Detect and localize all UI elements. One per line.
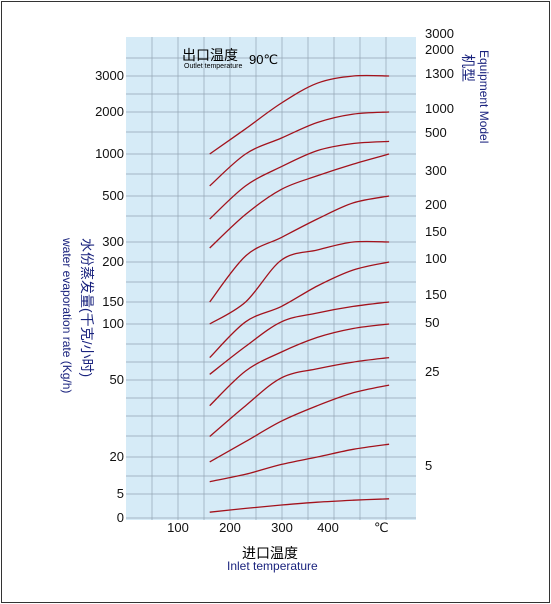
series-line-5 <box>209 498 390 513</box>
y-tick-label: 1000 <box>95 146 124 161</box>
series-label-1300: 1300 <box>425 66 454 81</box>
series-line-500 <box>209 195 390 303</box>
y-axis-label: 水份蒸发量(千克/小时) <box>79 238 95 377</box>
legend-title: 机型 <box>460 54 476 82</box>
y-tick-label: 20 <box>110 449 124 464</box>
series-line-100 <box>209 323 390 407</box>
series-line-300 <box>209 240 390 325</box>
x-tick-label: 300 <box>271 520 293 535</box>
y-tick-label: 500 <box>102 188 124 203</box>
y-tick-label: 300 <box>102 234 124 249</box>
series-label-200: 200 <box>425 197 447 212</box>
x-axis-label: 进口温度 <box>242 545 298 561</box>
series-label-150: 150 <box>425 287 447 302</box>
series-label-5: 5 <box>425 458 432 473</box>
series-label-100: 100 <box>425 251 447 266</box>
series-line-150 <box>209 301 390 375</box>
series-line-25 <box>209 443 390 483</box>
x-axis-unit: ℃ <box>374 520 389 535</box>
legend-title-en: Equipment Model <box>477 50 491 143</box>
y-tick-label: 2000 <box>95 104 124 119</box>
y-tick-label: 150 <box>102 294 124 309</box>
series-label-150: 150 <box>425 224 447 239</box>
plot-area <box>126 37 416 520</box>
y-tick-label: 100 <box>102 316 124 331</box>
y-tick-label: 50 <box>110 372 124 387</box>
y-tick-label: 5 <box>117 486 124 501</box>
series-curves <box>209 74 390 513</box>
series-label-2000: 2000 <box>425 42 454 57</box>
x-tick-label: 400 <box>317 520 339 535</box>
series-line-150 <box>209 356 390 437</box>
series-line-50 <box>209 384 390 463</box>
series-label-3000: 3000 <box>425 26 454 41</box>
x-tick-label: 200 <box>219 520 241 535</box>
series-line-1000 <box>209 153 390 249</box>
y-tick-label: 0 <box>117 510 124 525</box>
chart-title-en: Outlet temperature <box>184 63 242 70</box>
y-tick-label: 200 <box>102 254 124 269</box>
series-line-200 <box>209 261 390 359</box>
series-line-1300 <box>209 140 390 220</box>
y-tick-label: 3000 <box>95 68 124 83</box>
series-label-50: 50 <box>425 315 439 330</box>
series-label-500: 500 <box>425 125 447 140</box>
x-tick-label: 100 <box>167 520 189 535</box>
series-label-25: 25 <box>425 364 439 379</box>
chart-title: 出口温度 <box>182 47 238 63</box>
series-label-1000: 1000 <box>425 101 454 116</box>
x-tick-labels: 100 200 300 400 <box>167 520 339 535</box>
series-line-3000 <box>209 74 390 155</box>
series-label-300: 300 <box>425 163 447 178</box>
x-axis-label-en: Inlet temperature <box>227 559 318 573</box>
y-axis-label-en: water evaporation rate (Kg/h) <box>60 237 74 393</box>
series-line-2000 <box>209 111 390 187</box>
chart-title-value: 90℃ <box>249 52 278 67</box>
